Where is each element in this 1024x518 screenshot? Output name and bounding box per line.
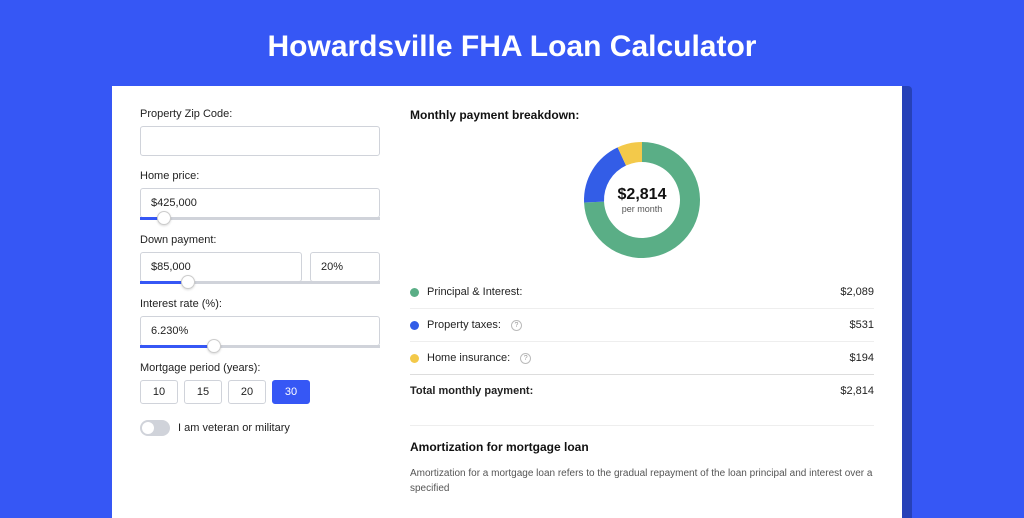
down-payment-slider[interactable] (140, 281, 380, 284)
donut-chart: $2,814 per month (582, 140, 702, 260)
amortization-section: Amortization for mortgage loan Amortizat… (410, 425, 874, 496)
period-option-15[interactable]: 15 (184, 380, 222, 404)
legend-row-0: Principal & Interest: $2,089 (410, 276, 874, 308)
veteran-toggle[interactable] (140, 420, 170, 436)
interest-rate-label: Interest rate (%): (140, 298, 380, 310)
down-payment-label: Down payment: (140, 234, 380, 246)
legend-row-1: Property taxes:? $531 (410, 308, 874, 341)
down-payment-field: Down payment: (140, 234, 380, 284)
donut-chart-wrap: $2,814 per month (410, 134, 874, 276)
results-column: Monthly payment breakdown: $2,814 per mo… (410, 108, 874, 496)
mortgage-period-label: Mortgage period (years): (140, 362, 380, 374)
legend-dot (410, 288, 419, 297)
legend-label: Property taxes: (427, 319, 501, 331)
total-row: Total monthly payment: $2,814 (410, 374, 874, 407)
zip-label: Property Zip Code: (140, 108, 380, 120)
interest-rate-input[interactable] (140, 316, 380, 346)
amortization-text: Amortization for a mortgage loan refers … (410, 466, 874, 496)
zip-field: Property Zip Code: (140, 108, 380, 156)
total-value: $2,814 (840, 385, 874, 397)
zip-input[interactable] (140, 126, 380, 156)
interest-rate-field: Interest rate (%): (140, 298, 380, 348)
page-title: Howardsville FHA Loan Calculator (0, 0, 1024, 86)
total-label: Total monthly payment: (410, 385, 533, 397)
legend-dot (410, 354, 419, 363)
card-shadow: Property Zip Code: Home price: Down paym… (112, 86, 912, 518)
legend-value: $2,089 (840, 286, 874, 298)
period-option-30[interactable]: 30 (272, 380, 310, 404)
veteran-label: I am veteran or military (178, 422, 290, 434)
donut-amount: $2,814 (618, 186, 667, 204)
amortization-title: Amortization for mortgage loan (410, 440, 874, 454)
home-price-field: Home price: (140, 170, 380, 220)
mortgage-period-field: Mortgage period (years): 10152030 (140, 362, 380, 404)
interest-rate-slider[interactable] (140, 345, 380, 348)
home-price-slider[interactable] (140, 217, 380, 220)
home-price-label: Home price: (140, 170, 380, 182)
legend-row-2: Home insurance:? $194 (410, 341, 874, 374)
donut-center: $2,814 per month (618, 186, 667, 214)
legend-dot (410, 321, 419, 330)
down-payment-amount-input[interactable] (140, 252, 302, 282)
down-payment-percent-input[interactable] (310, 252, 380, 282)
legend-value: $531 (850, 319, 874, 331)
breakdown-title: Monthly payment breakdown: (410, 108, 874, 122)
period-option-20[interactable]: 20 (228, 380, 266, 404)
form-column: Property Zip Code: Home price: Down paym… (140, 108, 380, 496)
info-icon[interactable]: ? (511, 320, 522, 331)
legend-label: Principal & Interest: (427, 286, 522, 298)
legend-value: $194 (850, 352, 874, 364)
period-option-10[interactable]: 10 (140, 380, 178, 404)
legend-label: Home insurance: (427, 352, 510, 364)
donut-sub: per month (618, 204, 667, 214)
home-price-input[interactable] (140, 188, 380, 218)
veteran-toggle-row: I am veteran or military (140, 420, 380, 436)
calculator-card: Property Zip Code: Home price: Down paym… (112, 86, 902, 518)
info-icon[interactable]: ? (520, 353, 531, 364)
